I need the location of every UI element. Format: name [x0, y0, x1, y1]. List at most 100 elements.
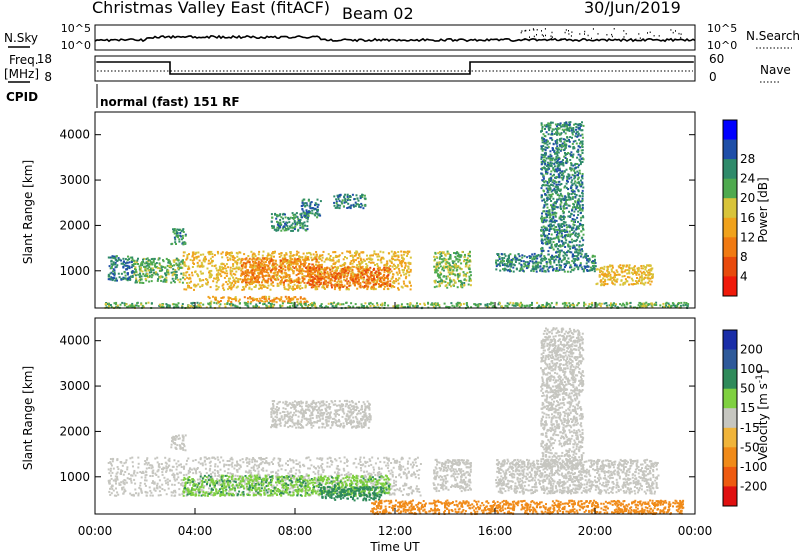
heatmap-cell [109, 272, 112, 275]
heatmap-cell [545, 219, 548, 222]
heatmap-cell [558, 194, 561, 197]
heatmap-cell [567, 139, 570, 142]
heatmap-cell [549, 196, 552, 199]
heatmap-cell [278, 299, 281, 302]
heatmap-cell [262, 270, 265, 273]
heatmap-cell [222, 283, 225, 286]
heatmap-cell [230, 288, 233, 291]
heatmap-cell [606, 268, 609, 271]
heatmap-cell [159, 275, 162, 278]
heatmap-cell [277, 229, 280, 232]
heatmap-cell [256, 299, 258, 302]
heatmap-cell [408, 305, 411, 308]
heatmap-cell [312, 286, 315, 289]
heatmap-cell [443, 275, 446, 278]
heatmap-cell [132, 263, 135, 266]
heatmap-cell [134, 263, 137, 265]
heatmap-cell [125, 278, 128, 281]
heatmap-cell [375, 253, 377, 256]
heatmap-cell [405, 275, 408, 278]
heatmap-cell [316, 278, 318, 281]
heatmap-cell [229, 297, 232, 299]
heatmap-cell [638, 278, 641, 281]
heatmap-cell [330, 302, 333, 305]
heatmap-cell [552, 217, 555, 220]
heatmap-cell [331, 275, 334, 278]
heatmap-cell [310, 256, 313, 259]
heatmap-cell [302, 198, 305, 201]
heatmap-cell [440, 252, 443, 255]
heatmap-cell [646, 264, 649, 267]
heatmap-cell [304, 258, 307, 261]
heatmap-cell [257, 274, 260, 277]
heatmap-cell [321, 272, 324, 275]
heatmap-cell [575, 132, 578, 135]
heatmap-cell [301, 225, 304, 228]
heatmap-cell [565, 207, 568, 210]
heatmap-cell [371, 278, 373, 280]
heatmap-cell [569, 196, 572, 199]
heatmap-cell [462, 302, 465, 305]
heatmap-cell [560, 249, 563, 252]
heatmap-cell [585, 256, 588, 259]
heatmap-cell [363, 273, 366, 276]
heatmap-cell [239, 278, 242, 281]
heatmap-cell [375, 283, 377, 286]
heatmap-cell [324, 268, 327, 271]
heatmap-cell [551, 258, 554, 260]
heatmap-cell [324, 258, 327, 261]
heatmap-cell [366, 288, 369, 291]
heatmap-cell [352, 265, 355, 268]
heatmap-cell [655, 301, 658, 304]
heatmap-cell [555, 219, 558, 222]
heatmap-cell [386, 275, 389, 277]
heatmap-cell [521, 303, 524, 306]
heatmap-cell [323, 288, 326, 290]
heatmap-cell [565, 260, 568, 263]
heatmap-cell [642, 270, 645, 273]
heatmap-cell [113, 274, 116, 277]
heatmap-cell [612, 271, 615, 274]
heatmap-cell [318, 271, 320, 274]
heatmap-cell [624, 278, 627, 281]
heatmap-cell [133, 273, 136, 276]
heatmap-cell [349, 281, 351, 284]
heatmap-cell [518, 305, 521, 307]
heatmap-cell [359, 273, 362, 276]
heatmap-cell [408, 281, 411, 284]
heatmap-cell [305, 267, 308, 269]
heatmap-cell [369, 254, 372, 257]
heatmap-cell [248, 287, 251, 290]
heatmap-cell [344, 198, 347, 201]
heatmap-cell [347, 305, 350, 308]
heatmap-cell [581, 174, 584, 177]
heatmap-cell [631, 267, 634, 270]
heatmap-cell [508, 303, 511, 306]
heatmap-cell [174, 270, 177, 273]
heatmap-cell [390, 286, 393, 289]
heatmap-cell [315, 253, 318, 256]
heatmap-cell [507, 265, 510, 268]
heatmap-cell [198, 278, 201, 281]
heatmap-cell [555, 264, 558, 266]
heatmap-cell [273, 252, 276, 254]
heatmap-cell [208, 270, 211, 273]
heatmap-cell [600, 279, 603, 282]
heatmap-cell [532, 270, 535, 273]
heatmap-cell [559, 205, 562, 208]
heatmap-cell [153, 257, 156, 260]
heatmap-cell [361, 272, 364, 275]
heatmap-cell [262, 264, 265, 267]
heatmap-cell [254, 264, 256, 267]
heatmap-cell [186, 282, 188, 284]
heatmap-cell [557, 269, 560, 272]
heatmap-cell [630, 283, 633, 286]
heatmap-cell [434, 279, 437, 282]
heatmap-cell [383, 288, 386, 291]
heatmap-cell [227, 280, 230, 283]
heatmap-cell [619, 264, 622, 267]
heatmap-cell [374, 272, 377, 274]
heatmap-cell [214, 264, 217, 267]
heatmap-cell [393, 268, 396, 270]
heatmap-cell [272, 225, 275, 228]
